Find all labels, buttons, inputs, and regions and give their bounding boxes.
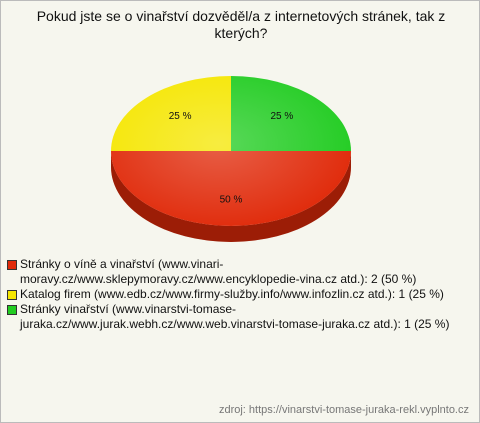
legend-entry: Katalog firem (www.edb.cz/www.firmy-služ… — [7, 287, 477, 302]
legend-entry: Stránky vinařství (www.vinarstvi-tomase-… — [7, 302, 477, 332]
legend: Stránky o víně a vinařství (www.vinari-m… — [7, 257, 477, 332]
value-label: 25 % — [271, 111, 294, 122]
legend-swatch — [7, 260, 17, 270]
legend-label: Katalog firem (www.edb.cz/www.firmy-služ… — [20, 287, 444, 301]
pie-side — [111, 151, 351, 242]
value-label: 50 % — [220, 194, 243, 205]
pie-chart: 50 % 25 % 25 % — [111, 76, 351, 242]
chart-title: Pokud jste se o vinařství dozvěděl/a z i… — [36, 8, 446, 41]
pie-shine — [111, 76, 351, 226]
pie-side-shade — [111, 151, 351, 242]
source: zdroj: https://vinarstvi-tomase-juraka-r… — [218, 404, 469, 416]
legend-swatch — [7, 290, 17, 300]
legend-entry: Stránky o víně a vinařství (www.vinari-m… — [7, 257, 477, 287]
legend-label: Stránky vinařství (www.vinarstvi-tomase-… — [20, 302, 450, 331]
legend-label: Stránky o víně a vinařství (www.vinari-m… — [20, 257, 417, 286]
legend-swatch — [7, 305, 17, 315]
value-label: 25 % — [169, 111, 192, 122]
